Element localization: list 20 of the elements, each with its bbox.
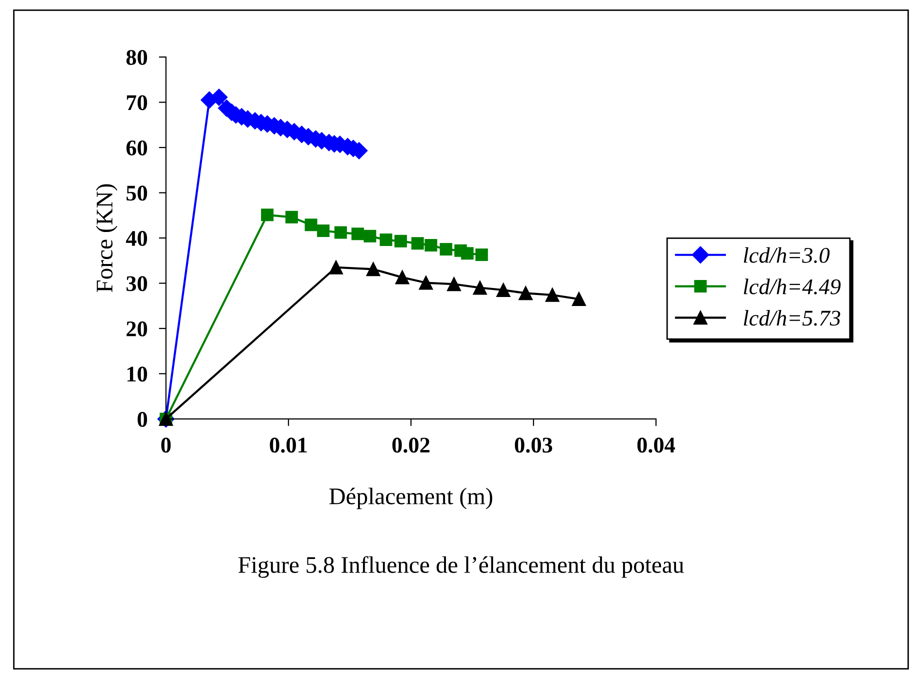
x-tick-label: 0: [161, 438, 171, 453]
legend-label: lcd/h=4.49: [744, 278, 841, 294]
y-tick-label: 20: [126, 321, 148, 336]
x-tick-label: 0.03: [514, 438, 552, 453]
x-axis-title: Déplacement (m): [329, 488, 492, 510]
y-tick-label: 50: [126, 186, 148, 201]
y-tick-label: 10: [127, 366, 148, 382]
y-tick-label: 40: [126, 230, 148, 246]
y-tick-label: 80: [126, 50, 148, 65]
x-tick-label: 0.04: [637, 438, 676, 453]
y-tick-label: 60: [126, 140, 148, 156]
text: Figure 5.8 Influence de l’élancement du poteau: [238, 556, 684, 578]
legend-label: lcd/h=5.73: [744, 310, 840, 326]
legend-label: lcd/h=3.0: [744, 247, 830, 263]
x-tick-label: 0.02: [392, 438, 430, 453]
y-tick-label: 0: [138, 412, 148, 427]
y-tick-label: 70: [126, 95, 148, 110]
x-tick-label: 0.01: [270, 438, 307, 453]
y-tick-label: 30: [126, 276, 148, 292]
y-axis-title: Force (KN): [96, 184, 118, 292]
